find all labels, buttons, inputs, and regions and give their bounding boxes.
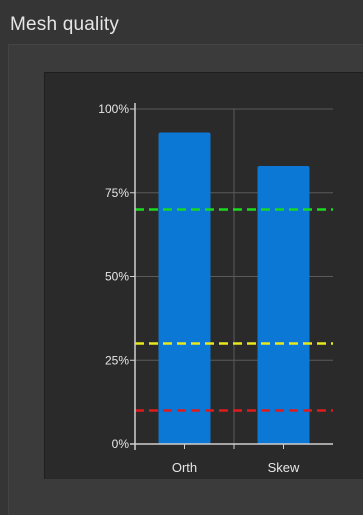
x-tick-label-orth: Orth <box>172 460 197 475</box>
panel-title: Mesh quality <box>10 14 120 35</box>
y-tick-label: 75% <box>105 186 129 200</box>
y-tick-label: 100% <box>98 102 129 116</box>
y-tick-label: 25% <box>105 353 129 367</box>
bar-skew <box>257 165 310 444</box>
x-tick-label-skew: Skew <box>268 460 300 475</box>
bar-orth <box>158 132 211 444</box>
y-tick-label: 50% <box>105 270 129 284</box>
y-tick-label: 0% <box>112 437 130 451</box>
